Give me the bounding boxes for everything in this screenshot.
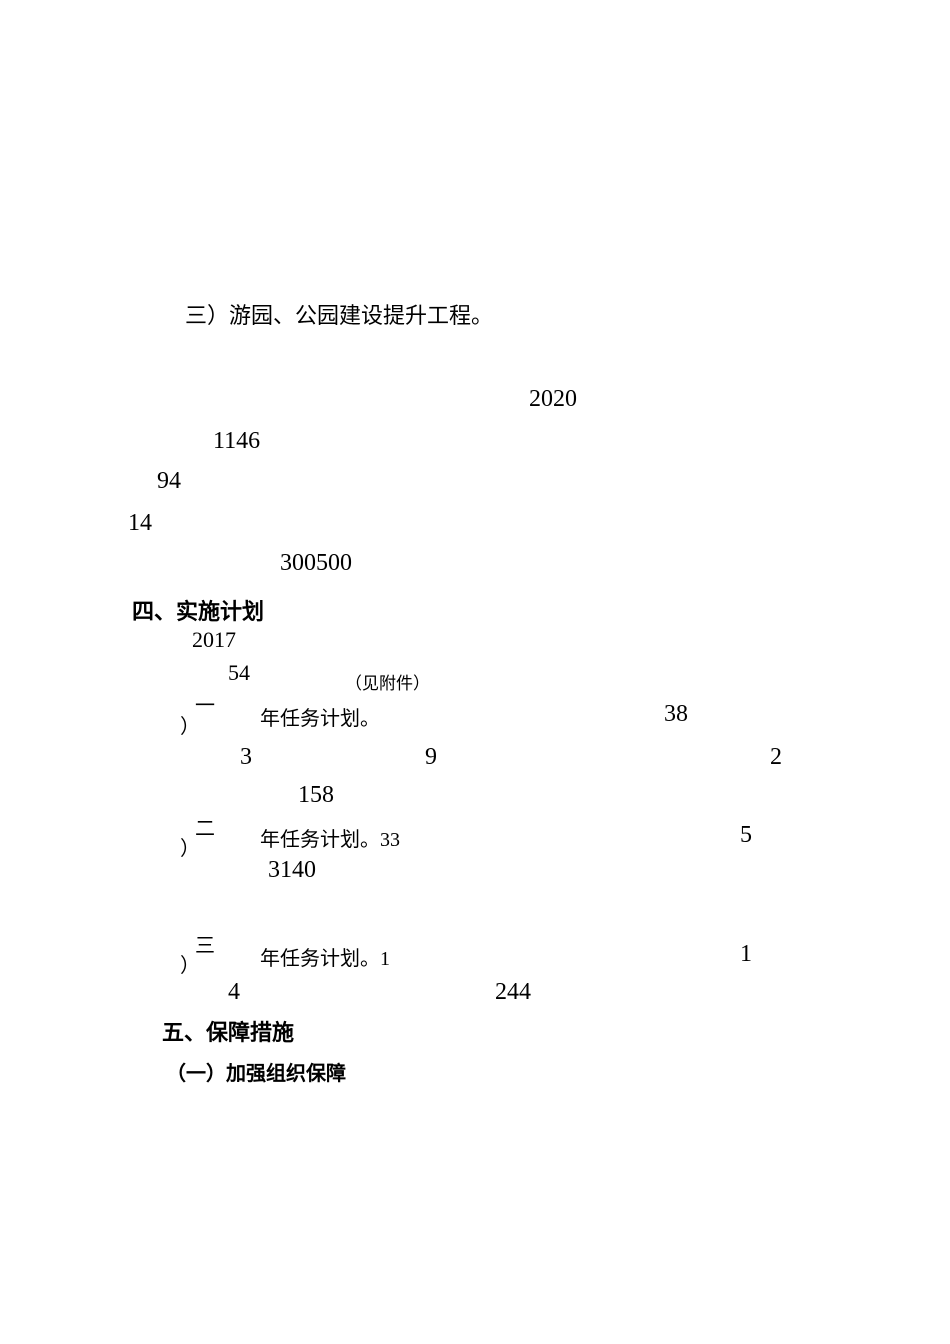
section3-heading: 三）游园、公园建设提升工程。 [185, 298, 493, 330]
num-1146: 1146 [213, 428, 260, 455]
num-244: 244 [495, 979, 531, 1006]
num-300500: 300500 [280, 550, 352, 577]
paren-3: ） [180, 949, 200, 978]
num-94: 94 [157, 468, 181, 495]
num-4: 4 [228, 979, 240, 1006]
section5-1: （一）加强组织保障 [166, 1057, 346, 1086]
paren-1: ） [180, 710, 200, 739]
num-54: 54 [228, 660, 250, 686]
year-task-plan-last: 年任务计划。1 [260, 942, 390, 971]
year-task-plan-1: 年任务计划。 [260, 702, 380, 731]
section4-heading: 四、实施计划 [132, 594, 264, 626]
num-38: 38 [664, 701, 688, 728]
year-task-plan-33: 年任务计划。33 [260, 823, 400, 852]
year-2020: 2020 [529, 386, 577, 413]
num-2: 2 [770, 744, 782, 771]
num-3: 3 [240, 744, 252, 771]
num-1: 1 [740, 941, 752, 968]
year-2017: 2017 [192, 627, 236, 653]
num-3140: 3140 [268, 857, 316, 884]
num-158: 158 [298, 782, 334, 809]
num-9: 9 [425, 744, 437, 771]
paren-2: ） [180, 832, 200, 861]
num-5: 5 [740, 822, 752, 849]
section5-heading: 五、保障措施 [162, 1015, 294, 1047]
num-14: 14 [128, 510, 152, 537]
see-appendix: （见附件） [345, 669, 430, 694]
